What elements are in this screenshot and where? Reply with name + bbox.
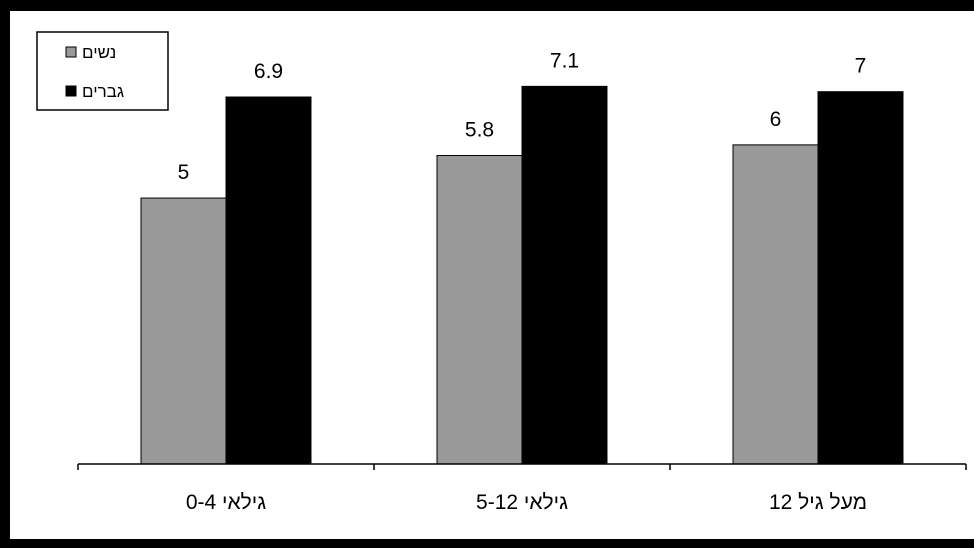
x-tick-label-0: גילאי 0-4 [186,491,266,514]
data-label-women-2: 6 [770,108,782,131]
data-label-men-0: 6.9 [254,60,283,83]
bar-men-1 [521,85,608,465]
legend-swatch-men [65,85,77,97]
data-label-women-1: 5.8 [465,119,494,142]
legend-label-women: נשים [82,43,116,62]
bar-men-2 [817,91,904,465]
x-tick-label-1: גילאי 5-12 [476,491,568,514]
bar-women-2 [732,144,819,465]
x-tick-label-2: מעל גיל 12 [769,491,867,514]
legend-swatch-women [65,46,77,58]
x-axis [77,463,967,470]
x-tick-labels: גילאי 0-4 גילאי 5-12 מעל גיל 12 [186,491,867,514]
data-label-women-0: 5 [178,161,190,184]
bar-men-0 [225,96,312,465]
bars-group [140,85,904,465]
bar-women-0 [140,197,227,465]
legend-label-men: גברים [82,82,124,101]
data-label-men-2: 7 [855,55,867,78]
legend: נשים גברים [36,31,169,111]
data-labels-group: 5 6.9 5.8 7.1 6 7 [178,49,867,184]
legend-box [36,31,169,111]
bar-women-1 [436,155,523,465]
data-label-men-1: 7.1 [550,49,579,72]
